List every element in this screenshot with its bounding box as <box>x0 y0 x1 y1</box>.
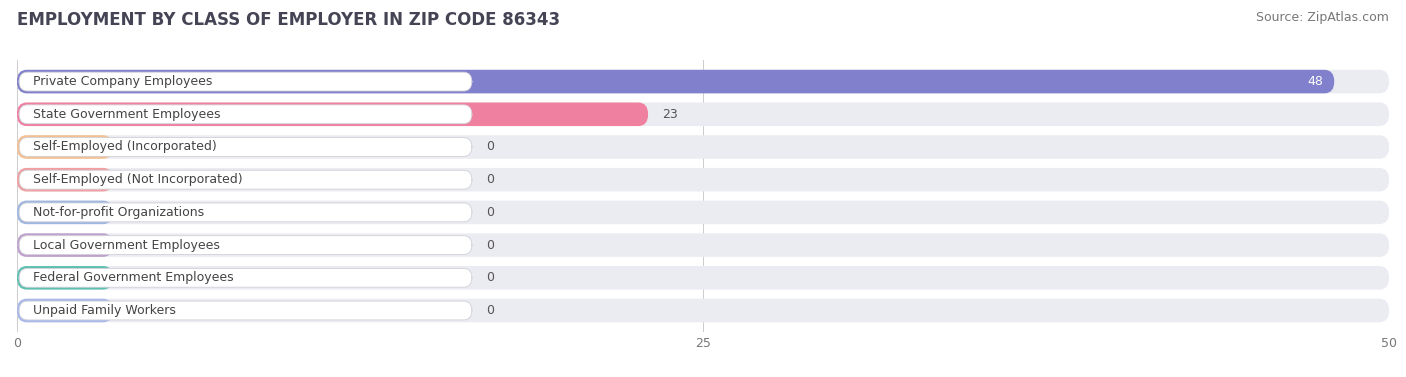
FancyBboxPatch shape <box>17 299 1389 322</box>
FancyBboxPatch shape <box>17 232 1389 258</box>
FancyBboxPatch shape <box>17 199 1389 225</box>
Text: Local Government Employees: Local Government Employees <box>32 239 219 251</box>
FancyBboxPatch shape <box>17 101 1389 127</box>
Text: Private Company Employees: Private Company Employees <box>32 75 212 88</box>
FancyBboxPatch shape <box>17 233 1389 257</box>
FancyBboxPatch shape <box>17 168 1389 192</box>
FancyBboxPatch shape <box>17 167 1389 193</box>
FancyBboxPatch shape <box>17 135 1389 159</box>
Text: Self-Employed (Not Incorporated): Self-Employed (Not Incorporated) <box>32 173 242 186</box>
FancyBboxPatch shape <box>17 266 1389 290</box>
Text: Source: ZipAtlas.com: Source: ZipAtlas.com <box>1256 11 1389 24</box>
Text: Unpaid Family Workers: Unpaid Family Workers <box>32 304 176 317</box>
FancyBboxPatch shape <box>17 70 1389 93</box>
Text: Federal Government Employees: Federal Government Employees <box>32 271 233 284</box>
FancyBboxPatch shape <box>20 170 472 189</box>
Text: EMPLOYMENT BY CLASS OF EMPLOYER IN ZIP CODE 86343: EMPLOYMENT BY CLASS OF EMPLOYER IN ZIP C… <box>17 11 560 29</box>
FancyBboxPatch shape <box>17 266 112 290</box>
Text: State Government Employees: State Government Employees <box>32 108 221 121</box>
FancyBboxPatch shape <box>17 70 1334 93</box>
Text: 23: 23 <box>662 108 678 121</box>
FancyBboxPatch shape <box>17 103 1389 126</box>
FancyBboxPatch shape <box>17 265 1389 291</box>
FancyBboxPatch shape <box>20 138 472 156</box>
FancyBboxPatch shape <box>20 72 472 91</box>
FancyBboxPatch shape <box>20 268 472 287</box>
FancyBboxPatch shape <box>20 301 472 320</box>
FancyBboxPatch shape <box>17 168 112 192</box>
FancyBboxPatch shape <box>20 203 472 222</box>
FancyBboxPatch shape <box>20 236 472 254</box>
FancyBboxPatch shape <box>17 103 648 126</box>
FancyBboxPatch shape <box>17 233 112 257</box>
FancyBboxPatch shape <box>17 297 1389 323</box>
Text: 0: 0 <box>485 141 494 153</box>
Text: 0: 0 <box>485 239 494 251</box>
FancyBboxPatch shape <box>17 201 1389 224</box>
Text: Self-Employed (Incorporated): Self-Employed (Incorporated) <box>32 141 217 153</box>
Text: 0: 0 <box>485 271 494 284</box>
Text: 0: 0 <box>485 173 494 186</box>
Text: 48: 48 <box>1308 75 1323 88</box>
FancyBboxPatch shape <box>20 105 472 124</box>
FancyBboxPatch shape <box>17 201 112 224</box>
Text: 0: 0 <box>485 304 494 317</box>
FancyBboxPatch shape <box>17 299 112 322</box>
FancyBboxPatch shape <box>17 69 1389 95</box>
Text: Not-for-profit Organizations: Not-for-profit Organizations <box>32 206 204 219</box>
FancyBboxPatch shape <box>17 134 1389 160</box>
FancyBboxPatch shape <box>17 135 112 159</box>
Text: 0: 0 <box>485 206 494 219</box>
